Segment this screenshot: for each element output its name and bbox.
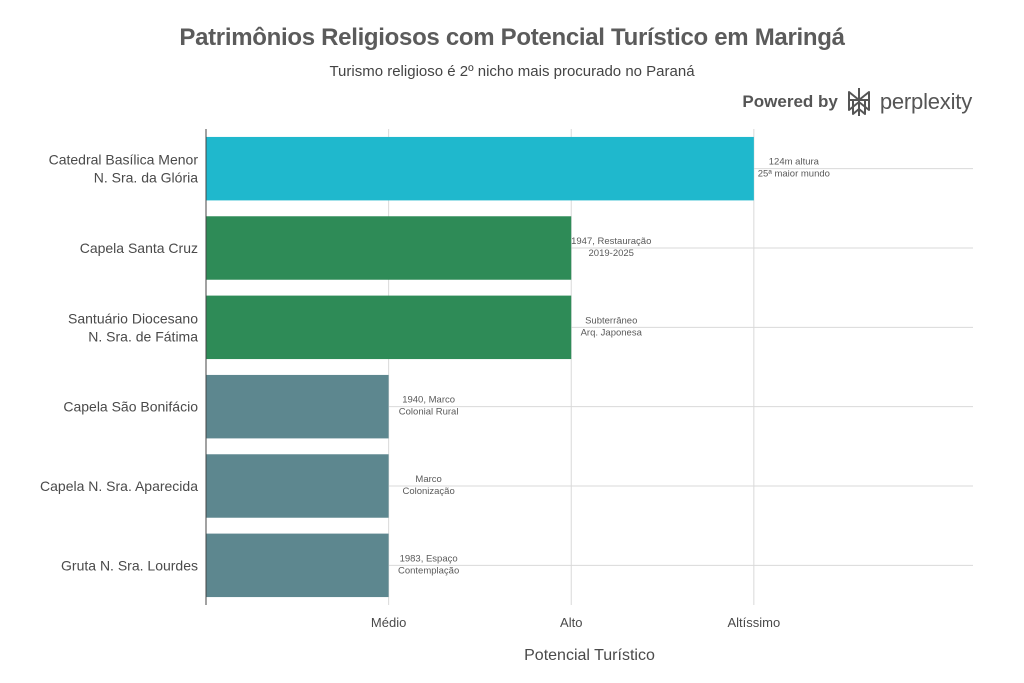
bar-annotation: 2019-2025 <box>589 248 634 259</box>
bar-annotation: Marco <box>415 474 441 485</box>
bar-annotation: 25ª maior mundo <box>758 169 830 180</box>
category-label: N. Sra. de Fátima <box>88 328 198 344</box>
category-label: Gruta N. Sra. Lourdes <box>61 557 198 573</box>
powered-by-label: Powered by <box>742 92 838 111</box>
category-label: N. Sra. da Glória <box>94 170 198 186</box>
bar-annotation: 1940, Marco <box>402 395 455 406</box>
category-label: Capela Santa Cruz <box>80 240 198 256</box>
bar-annotation: Colonial Rural <box>399 407 459 418</box>
powered-by-brand: Powered by perplexity <box>742 86 972 118</box>
x-axis-title: Potencial Turístico <box>524 647 655 664</box>
chart-title: Patrimônios Religiosos com Potencial Tur… <box>179 24 845 51</box>
bar-annotation: Arq. Japonesa <box>581 327 643 338</box>
perplexity-wordmark: perplexity <box>879 89 972 114</box>
x-tick-label: Médio <box>371 615 406 630</box>
category-label: Capela São Bonifácio <box>63 399 198 415</box>
bar <box>206 374 389 439</box>
bar-annotation: Contemplação <box>398 565 459 576</box>
x-tick-label: Alto <box>560 615 582 630</box>
bar <box>206 454 389 518</box>
bar-annotation: 1947, Restauração <box>571 236 651 247</box>
bar-annotation: Subterrâneo <box>585 315 637 326</box>
x-tick-label: Altíssimo <box>727 615 780 630</box>
bar-annotation: Colonização <box>402 486 454 497</box>
bar-annotation: 1983, Espaço <box>400 553 458 564</box>
chart-subtitle: Turismo religioso é 2º nicho mais procur… <box>329 63 695 80</box>
perplexity-logo-icon <box>847 88 870 116</box>
category-label: Capela N. Sra. Aparecida <box>40 478 198 494</box>
bar <box>206 216 572 280</box>
bar <box>206 136 754 201</box>
bar <box>206 295 572 360</box>
category-label: Catedral Basílica Menor <box>49 152 199 168</box>
category-label: Santuário Diocesano <box>68 310 198 326</box>
bar-annotation: 124m altura <box>769 157 820 168</box>
bar <box>206 533 389 598</box>
